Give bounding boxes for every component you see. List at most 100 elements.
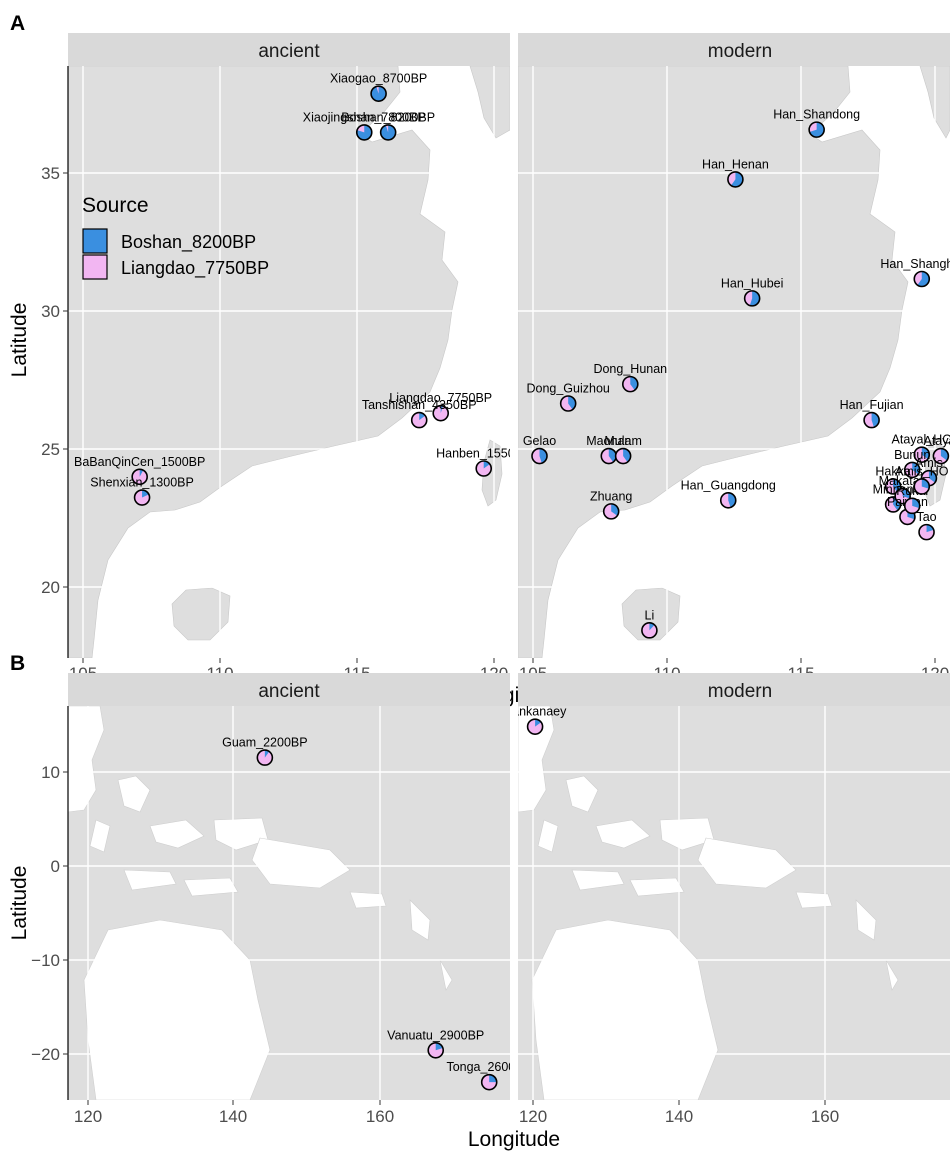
pie-outline bbox=[475, 460, 493, 477]
pie-outline bbox=[602, 503, 620, 520]
site-label: Dong_Hunan bbox=[593, 362, 667, 376]
pie-outline bbox=[531, 447, 548, 465]
grid-lines bbox=[518, 706, 950, 1100]
y-axis-title: Latitude bbox=[8, 303, 31, 378]
pie-outline bbox=[641, 622, 658, 639]
y-tick-label: 30 bbox=[41, 302, 60, 321]
x-axis-b: 120 140 160 120 140 160 Longitude bbox=[74, 1100, 839, 1151]
site-pie-marker: Han_Hubei bbox=[721, 276, 783, 307]
pie-outline bbox=[903, 497, 921, 515]
y-tick-label: 35 bbox=[41, 164, 60, 183]
panel-a: A ancient modern Xiaogao_8700BP Xiaojings… bbox=[8, 12, 950, 707]
pie-slice-boshan bbox=[371, 86, 387, 102]
pie-slice-boshan bbox=[921, 478, 930, 489]
pie-outline bbox=[131, 468, 148, 486]
site-pie-marker: Dong_Hunan bbox=[593, 362, 667, 393]
pie-outline bbox=[719, 492, 737, 509]
facet-strip-modern: modern bbox=[708, 41, 772, 62]
site-label: Mulam bbox=[604, 434, 642, 448]
site-pie-marker: Hanben_1550BP bbox=[436, 447, 531, 477]
facet-strip-ancient: ancient bbox=[258, 41, 320, 62]
site-label: Han_Shandong bbox=[773, 108, 860, 122]
x-tick-label: 140 bbox=[665, 1107, 693, 1126]
pie-slice-boshan bbox=[435, 1042, 443, 1051]
legend-label: Boshan_8200BP bbox=[121, 232, 256, 253]
site-label: Liangdao_7750BP bbox=[389, 391, 492, 405]
site-pie-marker: Tonga_2600BP bbox=[446, 1060, 532, 1091]
site-pie-marker: Han_Shanghai bbox=[880, 257, 950, 288]
x-tick-label: 160 bbox=[811, 1107, 839, 1126]
site-pie-marker: Minnan bbox=[873, 482, 914, 513]
pie-outline bbox=[727, 171, 744, 188]
site-label: Li bbox=[645, 608, 655, 622]
site-pie-marker: Han_Guangdong bbox=[681, 478, 776, 509]
site-label: Hanben_1550BP bbox=[436, 447, 531, 461]
site-label: Shenxian_1300BP bbox=[90, 476, 194, 490]
x-tick-label: 140 bbox=[219, 1107, 247, 1126]
site-label: Tanshishan_4350BP bbox=[362, 398, 477, 412]
pie-outline bbox=[894, 487, 911, 505]
facet-strip-modern: modern bbox=[708, 681, 772, 702]
site-pie-marker: Maonan bbox=[586, 434, 631, 465]
site-label: Atayal bbox=[924, 434, 950, 448]
site-label: Boshan_8200BP bbox=[341, 110, 435, 124]
site-label: Bunun bbox=[894, 448, 930, 462]
islands bbox=[518, 706, 899, 1100]
site-label: Amis_HO bbox=[895, 464, 949, 478]
hainan-island bbox=[171, 587, 231, 641]
site-label: Vanuatu_2900BP bbox=[387, 1028, 484, 1042]
site-pie-marker: Amis_HO bbox=[895, 464, 949, 495]
pie-outline bbox=[884, 496, 902, 513]
site-label: Tonga_2600BP bbox=[446, 1060, 532, 1074]
site-label: Amis bbox=[915, 456, 943, 470]
site-pie-marker: Li bbox=[641, 608, 658, 639]
pie-outline bbox=[614, 447, 632, 465]
pie-outline bbox=[256, 749, 274, 766]
site-pie-marker: Atayal bbox=[924, 434, 950, 465]
y-axis-title: Latitude bbox=[8, 866, 31, 941]
pie-outline bbox=[884, 478, 902, 495]
site-pie-marker: Gelao bbox=[523, 434, 556, 465]
x-tick-label: 120 bbox=[74, 1107, 102, 1126]
site-label: Guam_2200BP bbox=[222, 736, 307, 750]
pie-outline bbox=[913, 446, 931, 463]
pie-outline bbox=[427, 1041, 445, 1059]
pie-outline bbox=[355, 124, 373, 141]
pie-slice-boshan bbox=[440, 405, 444, 414]
korea-peninsula bbox=[469, 66, 510, 139]
site-label: Atayal_HO bbox=[892, 433, 950, 447]
site-pie-marker: Han_Shandong bbox=[773, 108, 860, 138]
pie-slice-boshan bbox=[380, 124, 396, 140]
islands bbox=[68, 706, 453, 1100]
x-tick-label: 160 bbox=[366, 1107, 394, 1126]
pie-outline bbox=[133, 489, 151, 506]
pie-outline bbox=[410, 411, 428, 429]
pie-slice-boshan bbox=[731, 171, 743, 187]
legend: Source Boshan_8200BP Liangdao_7750BP bbox=[82, 194, 269, 280]
pie-slice-boshan bbox=[749, 290, 760, 306]
site-pie-marker: Zhuang bbox=[590, 489, 632, 520]
site-pie-marker: Xiaogao_8700BP bbox=[330, 72, 427, 102]
site-pie-marker: Amis bbox=[915, 456, 943, 487]
pie-outline bbox=[559, 395, 577, 412]
panel-b: B ancient modern bbox=[8, 652, 950, 1151]
site-pie-marker: Tao bbox=[916, 510, 937, 541]
site-pie-marker: Mulam bbox=[604, 434, 642, 465]
grid-lines bbox=[518, 66, 950, 658]
site-pie-marker: Liangdao_7750BP bbox=[389, 391, 492, 422]
site-label: Han_Henan bbox=[702, 157, 769, 171]
strip-bg bbox=[518, 673, 950, 706]
site-label: BaBanQinCen_1500BP bbox=[74, 455, 205, 469]
site-label: Gelao bbox=[523, 434, 556, 448]
pie-slice-boshan bbox=[356, 124, 372, 140]
pie-slice-boshan bbox=[139, 469, 144, 477]
pie-outline bbox=[863, 411, 880, 429]
panel-letter-a: A bbox=[10, 12, 25, 35]
y-tick-label: −10 bbox=[31, 951, 60, 970]
site-pie-marker: Boshan_8200BP bbox=[341, 110, 435, 141]
strip-bg bbox=[68, 673, 510, 706]
site-pie-marker: Bunun bbox=[894, 448, 930, 479]
map-facet-a-modern: Han_Shandong Han_Henan Han_Shanghai Han_Hub… bbox=[518, 66, 950, 658]
site-label: Xiaogao_8700BP bbox=[330, 72, 427, 86]
